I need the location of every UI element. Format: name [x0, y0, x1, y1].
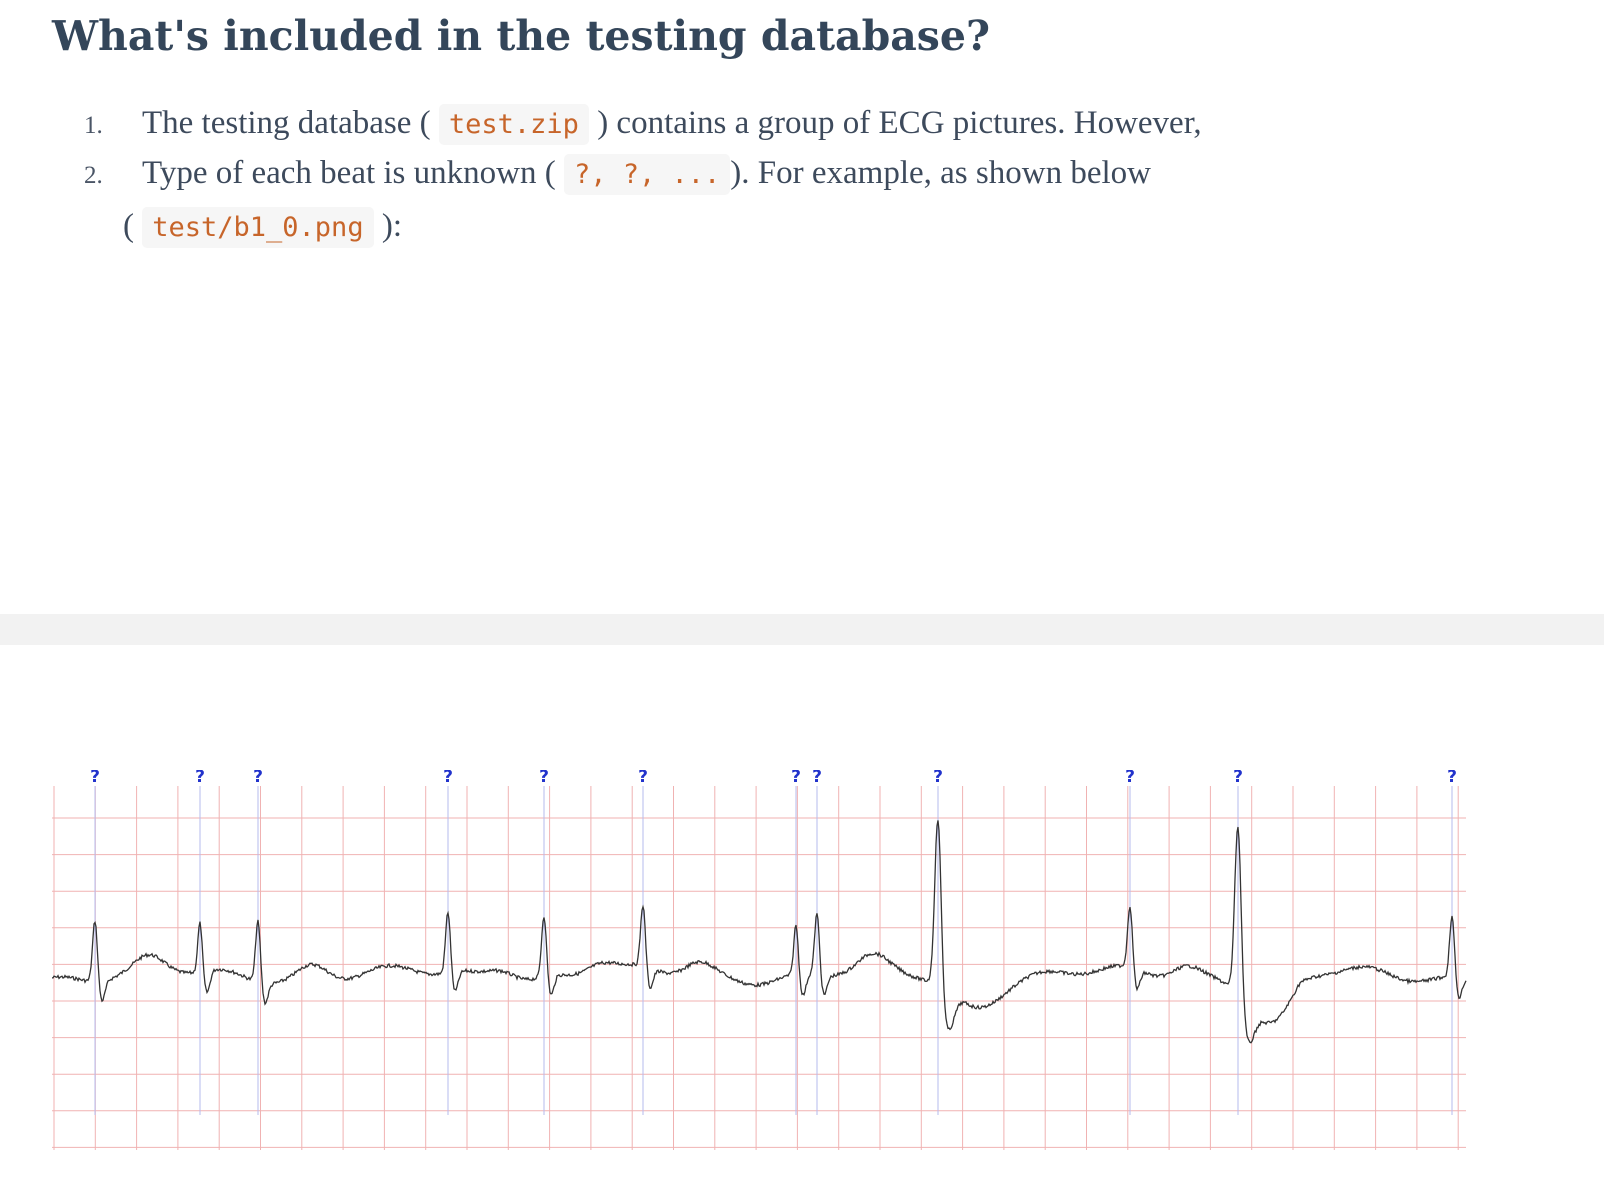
list-text-after: ) contains a group of ECG pictures. Howe… — [597, 105, 1202, 141]
beat-label: ? — [253, 770, 263, 787]
inline-code-test-zip: test.zip — [438, 104, 589, 145]
inline-code-example-file: test/b1_0.png — [142, 207, 374, 248]
beat-label: ? — [791, 770, 801, 787]
inline-code-unknown-labels: ?, ?, ... — [563, 154, 731, 195]
paren-open: ( — [123, 208, 134, 244]
beat-label: ? — [1125, 770, 1135, 787]
list-text-after: ). For example, as shown below — [730, 155, 1151, 191]
list-item: 1. The testing database ( test.zip ) cont… — [84, 101, 1202, 148]
ecg-strip-figure: ???????????? — [52, 770, 1467, 1150]
beat-label: ? — [443, 770, 453, 787]
paren-close: ): — [381, 208, 402, 244]
ecg-grid — [52, 786, 1466, 1150]
beat-label: ? — [539, 770, 549, 787]
beat-label: ? — [933, 770, 943, 787]
page-title: What's included in the testing database? — [52, 12, 990, 60]
beat-label: ? — [638, 770, 648, 787]
beat-label: ? — [195, 770, 205, 787]
list-text-before: Type of each beat is unknown ( — [142, 155, 556, 191]
beat-label: ? — [1233, 770, 1243, 787]
list-item: 2. Type of each beat is unknown ( ?, ?, .… — [84, 151, 1151, 198]
beat-label: ? — [90, 770, 100, 787]
list-number: 1. — [84, 112, 103, 139]
beat-label: ? — [1447, 770, 1457, 787]
ecg-beat-markers — [94, 786, 1453, 1115]
ecg-beat-labels: ???????????? — [90, 770, 1457, 787]
list-text-before: The testing database ( — [142, 105, 431, 141]
list-number: 2. — [84, 162, 103, 189]
beat-label: ? — [812, 770, 822, 787]
ecg-trace — [52, 820, 1467, 1044]
section-divider-band — [0, 614, 1604, 645]
example-file-line: ( test/b1_0.png ): — [123, 204, 402, 250]
